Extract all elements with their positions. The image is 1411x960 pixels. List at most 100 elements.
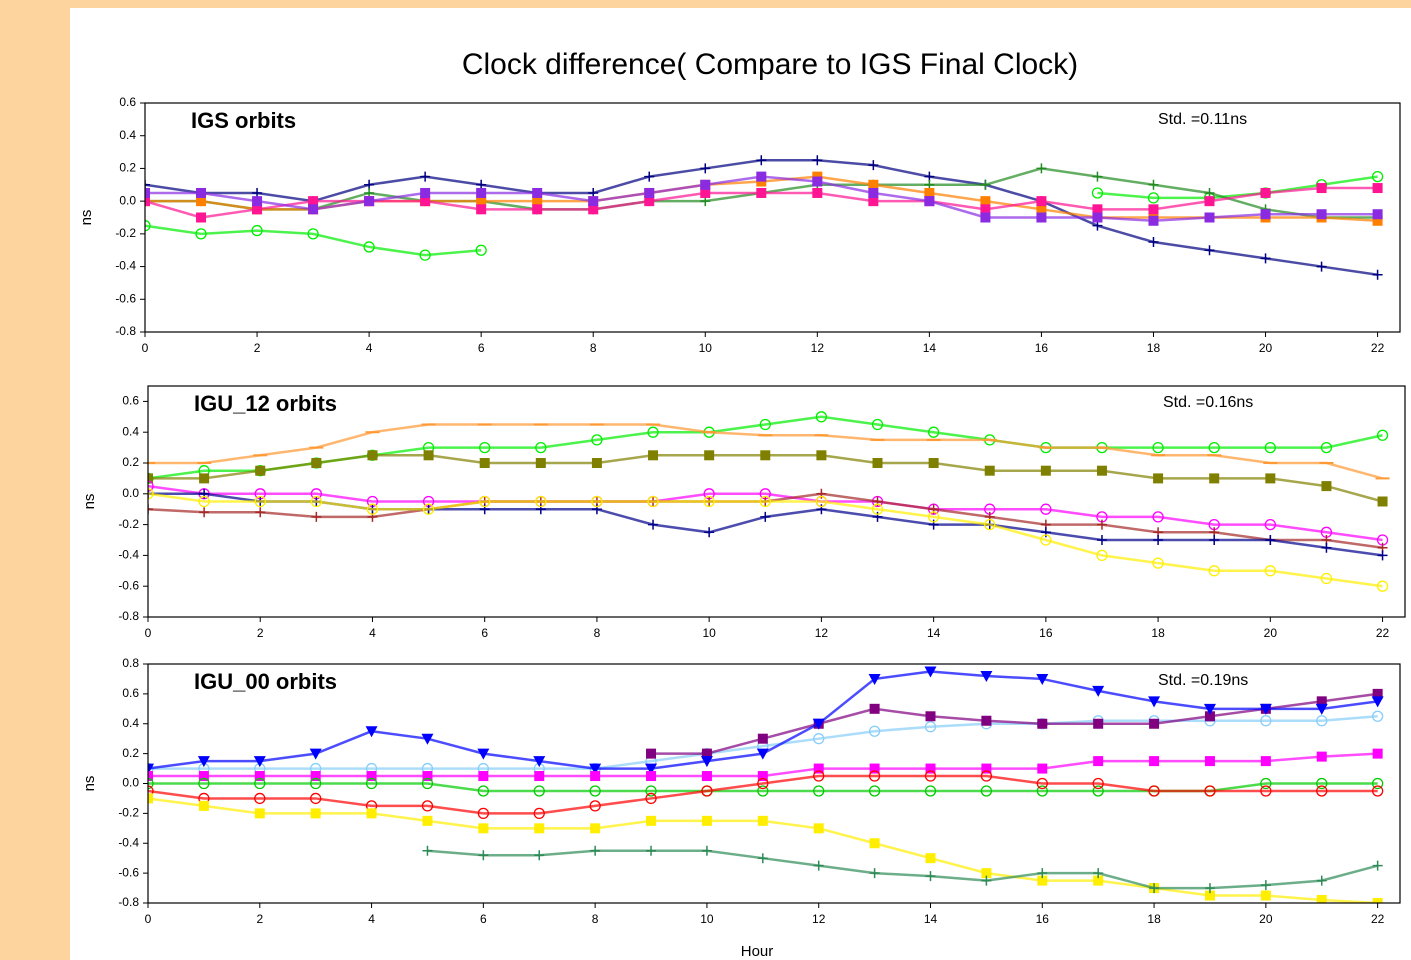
data-point [924, 666, 937, 678]
data-point [1371, 777, 1384, 790]
data-point [476, 204, 487, 215]
y-tick-label: 0.2 [119, 161, 136, 175]
data-point [1036, 673, 1049, 685]
data-point [701, 845, 712, 856]
data-point [195, 228, 207, 240]
y-tick-label: -0.4 [118, 548, 139, 562]
data-point [148, 777, 154, 790]
data-point [1153, 535, 1164, 545]
data-point [1316, 875, 1327, 886]
plot-background [70, 8, 1411, 960]
series-group [148, 666, 1384, 903]
data-point [1152, 441, 1164, 454]
data-point [199, 473, 210, 484]
data-point [148, 785, 154, 797]
data-point [1203, 703, 1216, 715]
series-line [148, 492, 1383, 588]
data-point [868, 196, 879, 207]
data-point [757, 785, 769, 797]
series-group [145, 155, 1384, 280]
data-point [255, 507, 266, 518]
data-point [812, 718, 825, 730]
data-point [980, 179, 991, 190]
data-point [1260, 777, 1272, 790]
data-point [421, 800, 434, 812]
data-point [757, 777, 769, 790]
data-point [1259, 703, 1272, 715]
data-point [533, 807, 545, 820]
data-point [196, 212, 207, 223]
data-point [591, 458, 602, 468]
data-point [927, 511, 940, 523]
y-tick-label: -0.8 [115, 324, 136, 338]
data-point [813, 785, 825, 797]
data-point [477, 748, 490, 760]
data-point [254, 792, 266, 805]
data-point [366, 808, 377, 819]
data-point [1260, 890, 1271, 901]
data-point [1260, 756, 1271, 767]
std-label: Std. =0.19ns [1158, 672, 1248, 689]
data-point [1092, 204, 1103, 215]
data-point [1371, 710, 1384, 722]
data-point [421, 777, 434, 790]
data-point [148, 793, 153, 804]
x-axis-label: Hour [741, 943, 774, 960]
y-axis-label: ns [81, 494, 98, 510]
x-tick-label: 20 [1259, 341, 1273, 355]
data-point [255, 465, 266, 476]
data-point [1036, 777, 1048, 790]
y-tick-label: 0.0 [122, 486, 139, 500]
data-point [1376, 580, 1389, 592]
data-point [1037, 763, 1048, 774]
data-point [645, 785, 657, 797]
data-point [1371, 696, 1384, 708]
data-point [1092, 212, 1103, 223]
data-point [588, 196, 599, 207]
y-tick-label: 0.4 [122, 716, 139, 730]
data-point [701, 771, 712, 782]
data-point [145, 220, 151, 232]
data-point [366, 771, 377, 782]
x-tick-label: 12 [815, 626, 829, 640]
data-point [310, 777, 322, 790]
y-tick-label: 0.6 [122, 394, 139, 408]
data-point [1149, 718, 1160, 729]
data-point [196, 196, 207, 207]
data-point [760, 511, 771, 522]
data-point [1204, 785, 1216, 797]
x-tick-label: 4 [368, 912, 375, 926]
data-point [980, 770, 993, 782]
x-tick-label: 0 [142, 341, 149, 355]
data-point [589, 763, 602, 775]
data-point [1372, 688, 1383, 699]
data-point [756, 155, 767, 166]
data-point [1036, 204, 1047, 215]
x-tick-label: 2 [257, 626, 264, 640]
y-tick-label: -0.2 [118, 806, 139, 820]
data-point [1377, 496, 1388, 507]
data-point [1260, 253, 1271, 264]
data-point [759, 495, 771, 508]
data-point [757, 853, 768, 864]
data-point [252, 204, 263, 215]
data-point [1209, 535, 1220, 545]
data-point [1260, 715, 1272, 727]
data-point [704, 450, 715, 461]
data-point [981, 715, 992, 726]
data-point [925, 871, 936, 882]
data-point [1371, 785, 1384, 797]
y-tick-label: 0.0 [119, 193, 136, 207]
x-tick-label: 10 [699, 341, 713, 355]
data-point [252, 196, 263, 207]
panel-label: IGU_12 orbits [194, 391, 337, 416]
data-point [589, 800, 601, 812]
data-point [1149, 883, 1160, 894]
data-point [1320, 572, 1333, 585]
data-point [980, 196, 991, 207]
data-point [981, 868, 992, 879]
y-tick-label: -0.8 [118, 609, 139, 623]
data-point [1096, 519, 1107, 530]
data-point [646, 845, 657, 856]
data-point [703, 495, 715, 508]
